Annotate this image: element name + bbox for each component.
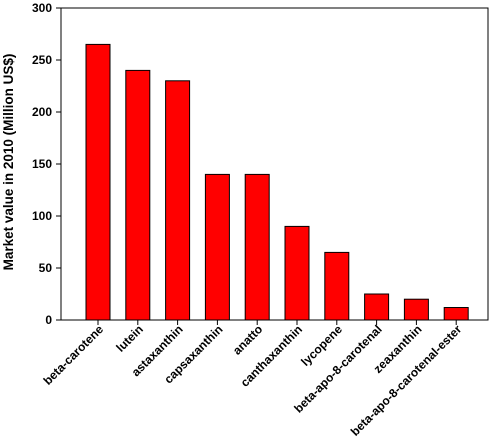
y-tick-label: 50 xyxy=(39,261,53,275)
x-tick-label: beta-carotene xyxy=(41,322,107,388)
bar xyxy=(165,80,191,321)
y-tick-label: 0 xyxy=(45,313,52,327)
y-tick-label: 150 xyxy=(32,157,52,171)
bar xyxy=(204,173,230,321)
y-tick-label: 100 xyxy=(32,209,52,223)
bar xyxy=(443,307,469,321)
bar xyxy=(364,293,390,321)
y-tick-label: 250 xyxy=(32,53,52,67)
bar xyxy=(403,298,429,321)
bar xyxy=(324,251,350,321)
bar xyxy=(125,69,151,321)
x-tick-label: anatto xyxy=(230,322,265,357)
bar xyxy=(244,173,270,321)
bar xyxy=(284,225,310,321)
x-tick-label: lutein xyxy=(113,322,146,355)
y-axis-title: Market value in 2010 (Million US$) xyxy=(1,54,16,271)
bar xyxy=(85,43,111,321)
plot-frame xyxy=(60,7,489,321)
y-tick-label: 300 xyxy=(32,1,52,15)
y-tick-label: 200 xyxy=(32,105,52,119)
